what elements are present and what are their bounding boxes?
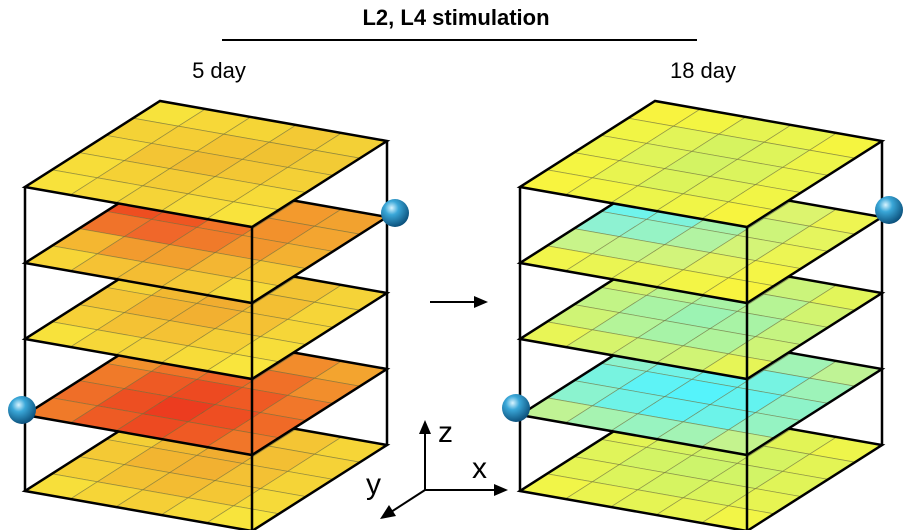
y-axis-arrowhead-icon — [380, 505, 396, 519]
figure-title: L2, L4 stimulation — [362, 5, 549, 30]
cube-label-5-day: 5 day — [192, 58, 246, 83]
electrode-sphere-icon — [875, 196, 903, 224]
z-axis-arrowhead-icon — [419, 420, 431, 434]
cube-label-18-day: 18 day — [670, 58, 736, 83]
y-axis-label: y — [366, 468, 381, 501]
z-axis-label: z — [438, 416, 453, 449]
cube-18-day — [502, 101, 903, 530]
transition-arrow-icon — [430, 296, 488, 308]
cube-5-day — [8, 101, 409, 530]
electrode-sphere-icon — [8, 396, 36, 424]
x-axis-arrowhead-icon — [494, 484, 508, 496]
x-axis-label: x — [472, 452, 487, 485]
electrode-sphere-icon — [502, 394, 530, 422]
electrode-sphere-icon — [381, 199, 409, 227]
